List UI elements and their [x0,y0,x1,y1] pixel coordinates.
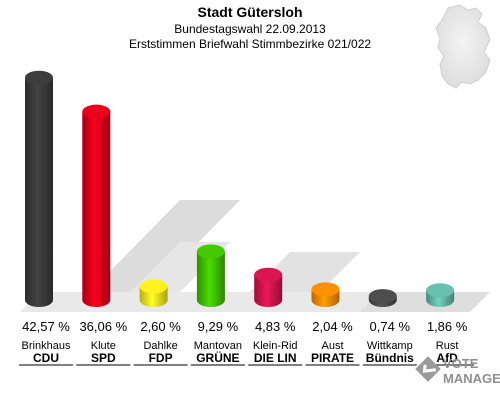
bar-cap [254,267,283,282]
bar-cap [139,279,168,294]
value-labels: 42,57 % 36,06 % 2,60 % 9,29 % 4,83 % 2,04 % 0,… [22,319,468,334]
bar-cap [311,282,340,297]
candidate-label: Klute [91,340,116,352]
party-label: SPD [91,351,116,365]
value-label: 0,74 % [370,319,411,334]
bar-body [196,251,225,307]
candidate-label: Aust [321,340,343,352]
bar-cap [25,70,53,85]
party-label: AfD [436,351,458,365]
candidate-label: Wittkamp [367,340,413,352]
chart-title: Stadt Gütersloh [197,4,302,20]
bar-die-lin [254,267,283,308]
bar-body [254,274,283,308]
party-label: PIRATE [311,351,354,365]
bar-cap [196,244,225,259]
germany-map-icon [435,4,491,89]
value-label: 2,04 % [312,319,353,334]
candidate-label: Dahlke [143,340,177,352]
value-label: 2,60 % [140,319,181,334]
bar-b-ndnis [368,289,397,307]
value-label: 9,29 % [198,319,239,334]
bar-body [25,77,53,307]
party-label: DIE LIN [254,351,297,365]
value-label: 4,83 % [255,319,296,334]
bar-body [82,111,111,307]
watermark-line2: MANAGER [443,371,500,386]
value-label: 36,06 % [79,319,127,334]
votemanager-logo: VOTE MANAGER [415,356,500,386]
candidate-label: Klein-Rid [253,340,298,352]
party-label: CDU [33,351,59,365]
chart-subtitle: Bundestagswahl 22.09.2013 [174,22,326,36]
candidate-label: Mantovan [194,340,242,352]
party-label: FDP [149,351,173,365]
bar-cap [368,289,397,304]
watermark-line1: VOTE [443,356,479,371]
bar-spd [82,104,111,307]
bar-gr-ne [196,244,225,307]
chart-subtitle-2: Erststimmen Briefwahl Stimmbezirke 021/0… [129,37,371,51]
value-label: 1,86 % [427,319,468,334]
party-label: GRÜNE [196,350,239,365]
bar-pirate [311,282,340,307]
bar-cap [82,104,111,119]
party-label: Bündnis [366,351,414,365]
candidate-label: Brinkhaus [22,340,71,352]
bar-cap [426,283,455,298]
bar-afd [426,283,455,307]
bar-cdu [25,70,53,307]
bar-group [25,70,455,308]
bar-fdp [139,279,168,307]
value-label: 42,57 % [22,319,70,334]
candidate-label: Rust [436,340,459,352]
